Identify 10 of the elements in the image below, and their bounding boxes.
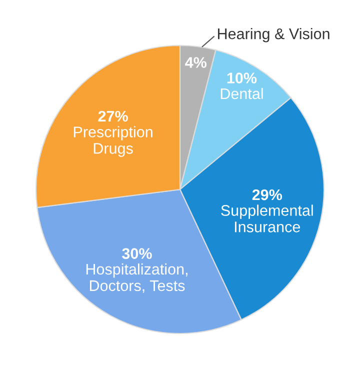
- slice-label: Dental: [220, 88, 263, 100]
- slice-label: Hearing & Vision: [218, 28, 330, 42]
- data-label: 27%: [98, 110, 128, 122]
- data-label: 4%: [185, 57, 207, 68]
- data-label: 30%: [122, 248, 152, 259]
- data-label: 10%: [227, 72, 257, 84]
- slice-label: Prescription Drugs: [74, 126, 152, 157]
- slice-label: Hospitalization, Doctors, Tests: [86, 263, 188, 293]
- slice-label: Supplemental Insurance: [221, 204, 313, 232]
- data-label: 29%: [252, 189, 282, 200]
